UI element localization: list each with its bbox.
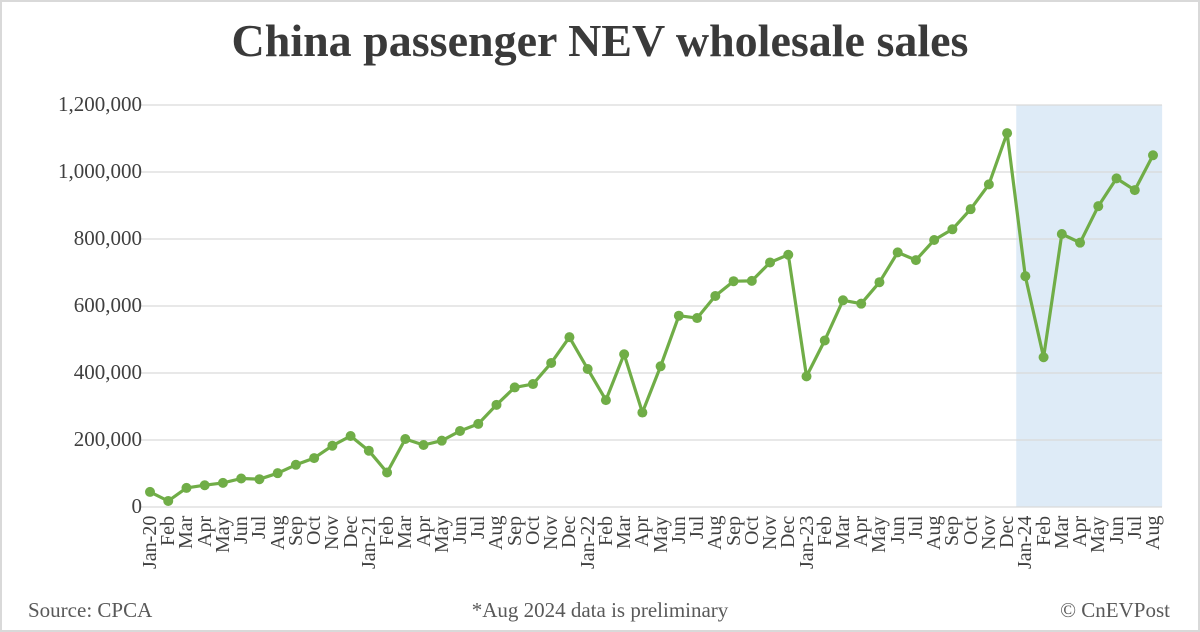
- y-tick-label: 1,200,000: [58, 92, 142, 116]
- data-point: [509, 382, 520, 393]
- source-label: Source: CPCA: [28, 598, 153, 622]
- data-point: [491, 399, 502, 410]
- data-point: [1020, 271, 1031, 282]
- data-point: [290, 459, 301, 470]
- data-point: [819, 335, 830, 346]
- y-tick-label: 400,000: [73, 360, 142, 384]
- gridlines: [141, 104, 1162, 508]
- data-point: [455, 425, 466, 436]
- data-point: [236, 473, 247, 484]
- data-point: [874, 277, 885, 288]
- data-point: [1129, 185, 1140, 196]
- series-line: [149, 131, 1155, 503]
- data-point: [619, 349, 630, 360]
- data-point: [1038, 352, 1049, 363]
- data-point: [582, 363, 593, 374]
- data-point: [163, 495, 174, 506]
- chart-title: China passenger NEV wholesale sales: [231, 15, 969, 66]
- data-point: [1148, 150, 1158, 161]
- data-point: [983, 179, 994, 190]
- data-point: [145, 486, 155, 497]
- data-point: [692, 313, 703, 324]
- data-point: [1002, 128, 1013, 139]
- data-point: [327, 440, 338, 451]
- y-tick-label: 200,000: [73, 427, 142, 451]
- data-point: [418, 440, 429, 451]
- data-point: [910, 255, 921, 266]
- data-point: [600, 395, 611, 406]
- data-point: [217, 477, 228, 488]
- data-point: [345, 430, 356, 441]
- data-point: [382, 467, 393, 478]
- data-point: [965, 204, 976, 215]
- data-point: [564, 332, 575, 343]
- data-point: [473, 418, 484, 429]
- data-point: [947, 224, 958, 235]
- data-point: [655, 361, 666, 372]
- data-point: [765, 257, 776, 268]
- preliminary-note: *Aug 2024 data is preliminary: [471, 598, 729, 622]
- data-point: [837, 295, 848, 306]
- data-point: [856, 298, 867, 309]
- data-point: [929, 235, 940, 246]
- data-point: [254, 474, 265, 485]
- x-tick-label: Aug: [1142, 515, 1164, 550]
- data-point: [272, 468, 283, 479]
- data-point: [363, 445, 374, 456]
- y-tick-label: 1,000,000: [58, 159, 142, 183]
- data-point: [1075, 237, 1086, 248]
- copyright-label: © CnEVPost: [1060, 598, 1170, 622]
- data-point: [546, 357, 557, 368]
- data-point: [728, 276, 739, 287]
- data-point: [1093, 201, 1104, 212]
- data-point: [199, 480, 210, 491]
- data-point: [801, 371, 812, 382]
- data-point: [673, 310, 684, 321]
- data-point: [746, 275, 757, 286]
- data-point: [1111, 173, 1122, 184]
- y-tick-label: 800,000: [73, 226, 142, 250]
- data-point: [783, 249, 794, 260]
- data-point: [527, 379, 538, 390]
- data-point: [436, 435, 447, 446]
- y-tick-label: 600,000: [73, 293, 142, 317]
- data-point: [637, 407, 648, 418]
- data-markers: [145, 128, 1158, 506]
- data-point: [309, 453, 320, 464]
- data-point: [1056, 228, 1067, 239]
- data-point: [400, 433, 411, 444]
- y-tick-label: 0: [131, 494, 143, 518]
- data-point: [181, 482, 192, 493]
- data-point: [892, 247, 903, 258]
- data-point: [710, 290, 721, 301]
